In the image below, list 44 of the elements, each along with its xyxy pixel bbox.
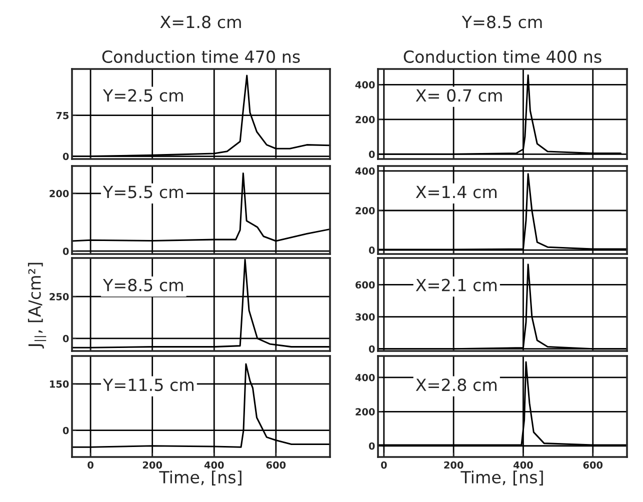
y-tick-label: 0: [62, 334, 69, 342]
x-axis-title: Time, [ns]: [159, 470, 242, 486]
chart-title: Y=8.5 cm: [462, 16, 542, 28]
y-tick-label: 0: [62, 426, 69, 434]
annotation: X=1.4 cm: [416, 186, 497, 198]
x-tick-label: 200: [444, 461, 464, 469]
chart-subtitle: Conduction time 470 ns: [102, 50, 300, 63]
x-tick-label: 0: [88, 461, 94, 469]
y-tick-label: 300: [356, 313, 375, 321]
y-tick-label: 0: [368, 246, 375, 254]
x-tick-label: 0: [381, 461, 387, 469]
y-tick-label: 200: [356, 408, 375, 416]
x-tick-label: 600: [266, 461, 286, 469]
annotation: Y=5.5 cm: [102, 186, 183, 198]
annotation: Y=2.5 cm: [102, 89, 183, 102]
annotation: Y=11.5 cm: [102, 378, 194, 392]
chart-subtitle: Conduction time 400 ns: [404, 50, 602, 63]
annotation: X= 0.7 cm: [416, 89, 502, 102]
line-series: [71, 258, 331, 348]
y-tick-label: 250: [50, 293, 69, 300]
y-tick-label: 200: [356, 206, 375, 214]
annotation: X=2.1 cm: [416, 278, 497, 292]
y-tick-label: 75: [56, 112, 69, 120]
y-tick-label: 600: [356, 281, 375, 289]
y-axis-title: J$_{||}$, [A/cm²]: [28, 262, 46, 348]
y-tick-label: 0: [62, 152, 69, 160]
y-tick-label: 0: [368, 442, 375, 450]
y-tick-label: 0: [368, 345, 375, 353]
y-tick-label: 0: [62, 248, 69, 255]
y-tick-label: 200: [356, 116, 375, 124]
x-tick-label: 600: [583, 461, 603, 469]
x-tick-label: 400: [204, 461, 224, 469]
y-tick-label: 150: [50, 380, 69, 388]
x-tick-label: 200: [142, 461, 162, 469]
x-axis-title: Time, [ns]: [460, 470, 543, 486]
y-tick-label: 0: [368, 150, 375, 158]
annotation: X=2.8 cm: [416, 378, 497, 392]
y-tick-label: 400: [355, 374, 375, 382]
y-tick-label: 400: [355, 167, 375, 175]
x-tick-label: 400: [514, 461, 533, 469]
y-tick-label: 200: [50, 190, 69, 198]
annotation: Y=8.5 cm: [102, 278, 183, 292]
chart-title: X=1.8 cm: [160, 16, 241, 28]
y-tick-label: 400: [355, 81, 375, 88]
